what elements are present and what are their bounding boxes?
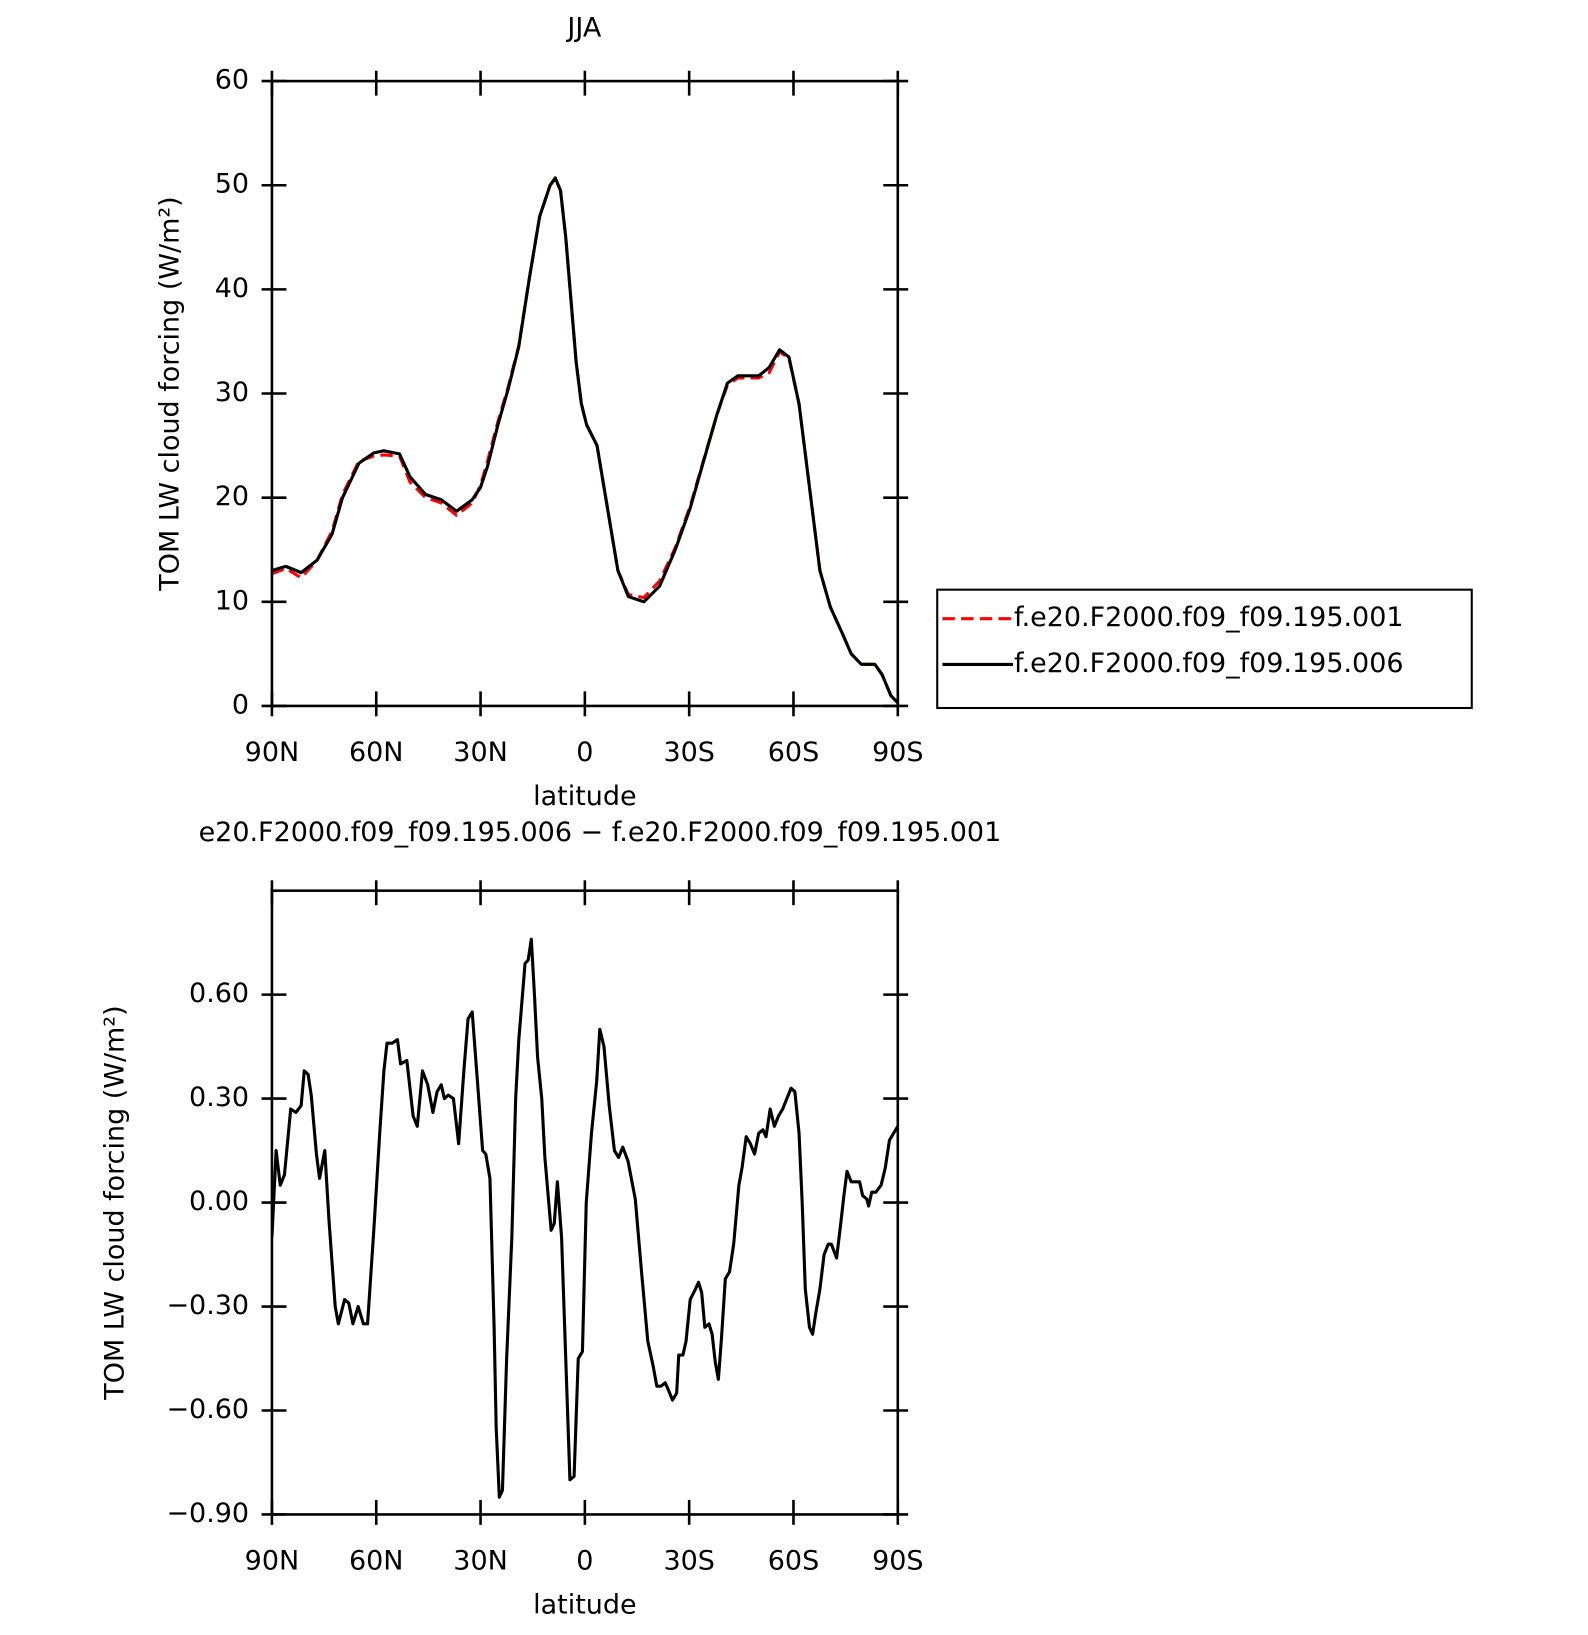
data-line [271,937,898,1499]
y-tick-label: 20 [215,481,249,512]
legend-box [936,588,1473,710]
y-axis-label: TOM LW cloud forcing (W/m²) [155,196,186,591]
x-axis-label: latitude [533,1589,636,1620]
x-tick-label: 60N [349,1546,403,1577]
x-tick-label: 90S [872,1546,923,1577]
y-tick-label: −0.30 [166,1290,249,1321]
y-tick-label: 10 [215,585,249,616]
y-tick-label: −0.60 [166,1394,249,1425]
y-tick-label: 0.30 [189,1082,249,1113]
y-tick-label: 30 [215,377,249,408]
data-line [271,176,898,704]
legend-label: f.e20.F2000.f09_f09.195.001 [1014,602,1404,633]
legend-label: f.e20.F2000.f09_f09.195.006 [1014,648,1404,679]
x-tick-label: 90N [245,1546,299,1577]
x-tick-label: 30N [453,1546,507,1577]
x-axis-label: latitude [533,781,636,812]
y-tick-label: 60 [215,65,249,96]
chart-title: e20.F2000.f09_f09.195.006 − f.e20.F2000.… [199,817,1002,848]
x-tick-label: 60N [349,737,403,768]
y-tick-label: 0.60 [189,978,249,1009]
y-tick-label: 0 [232,689,249,720]
y-axis-label: TOM LW cloud forcing (W/m²) [100,1005,131,1400]
x-tick-label: 30N [453,737,507,768]
x-tick-label: 90S [872,737,923,768]
x-tick-label: 60S [768,1546,819,1577]
plot-frame [270,889,900,1516]
x-tick-label: 60S [768,737,819,768]
plot-frame [270,79,900,708]
y-tick-label: −0.90 [166,1498,249,1529]
y-tick-label: 0.00 [189,1186,249,1217]
x-tick-label: 0 [576,737,593,768]
y-tick-label: 40 [215,273,249,304]
x-tick-label: 30S [663,737,714,768]
y-tick-label: 50 [215,169,249,200]
x-tick-label: 90N [245,737,299,768]
x-tick-label: 30S [663,1546,714,1577]
x-tick-label: 0 [576,1546,593,1577]
chart-title: JJA [565,13,601,44]
